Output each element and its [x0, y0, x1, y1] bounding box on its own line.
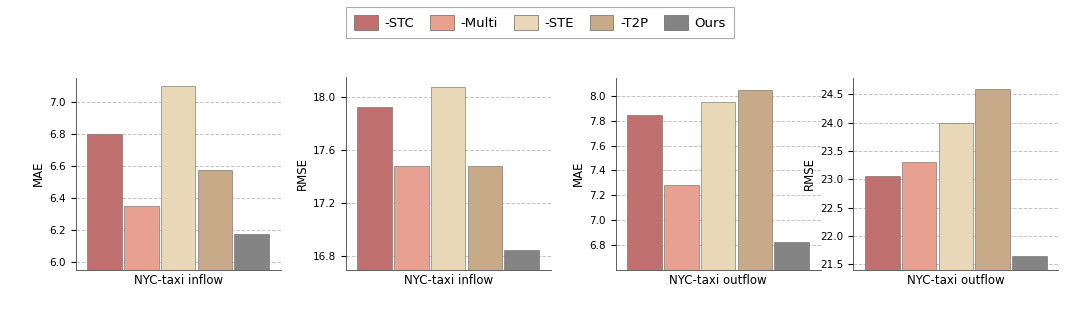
Legend: -STC, -Multi, -STE, -T2P, Ours: -STC, -Multi, -STE, -T2P, Ours — [347, 7, 733, 38]
Bar — [627, 115, 662, 270]
Bar — [865, 176, 900, 270]
Bar — [394, 166, 429, 270]
X-axis label: NYC-taxi outflow: NYC-taxi outflow — [907, 274, 1004, 287]
Bar — [198, 170, 232, 270]
Bar — [664, 185, 699, 270]
Bar — [87, 134, 122, 270]
Bar — [431, 87, 465, 270]
Bar — [124, 206, 159, 270]
Bar — [161, 86, 195, 270]
Bar — [975, 89, 1010, 270]
Bar — [902, 162, 936, 270]
Y-axis label: RMSE: RMSE — [296, 157, 309, 190]
X-axis label: NYC-taxi inflow: NYC-taxi inflow — [404, 274, 492, 287]
Y-axis label: RMSE: RMSE — [804, 157, 816, 190]
Bar — [357, 107, 392, 270]
Y-axis label: MAE: MAE — [572, 161, 585, 186]
Y-axis label: MAE: MAE — [32, 161, 45, 186]
Bar — [738, 90, 772, 270]
X-axis label: NYC-taxi outflow: NYC-taxi outflow — [670, 274, 767, 287]
Bar — [234, 234, 269, 270]
Bar — [504, 250, 539, 270]
Bar — [939, 123, 973, 270]
Bar — [774, 242, 809, 270]
X-axis label: NYC-taxi inflow: NYC-taxi inflow — [134, 274, 222, 287]
Bar — [701, 102, 735, 270]
Bar — [468, 166, 502, 270]
Bar — [1012, 255, 1047, 270]
